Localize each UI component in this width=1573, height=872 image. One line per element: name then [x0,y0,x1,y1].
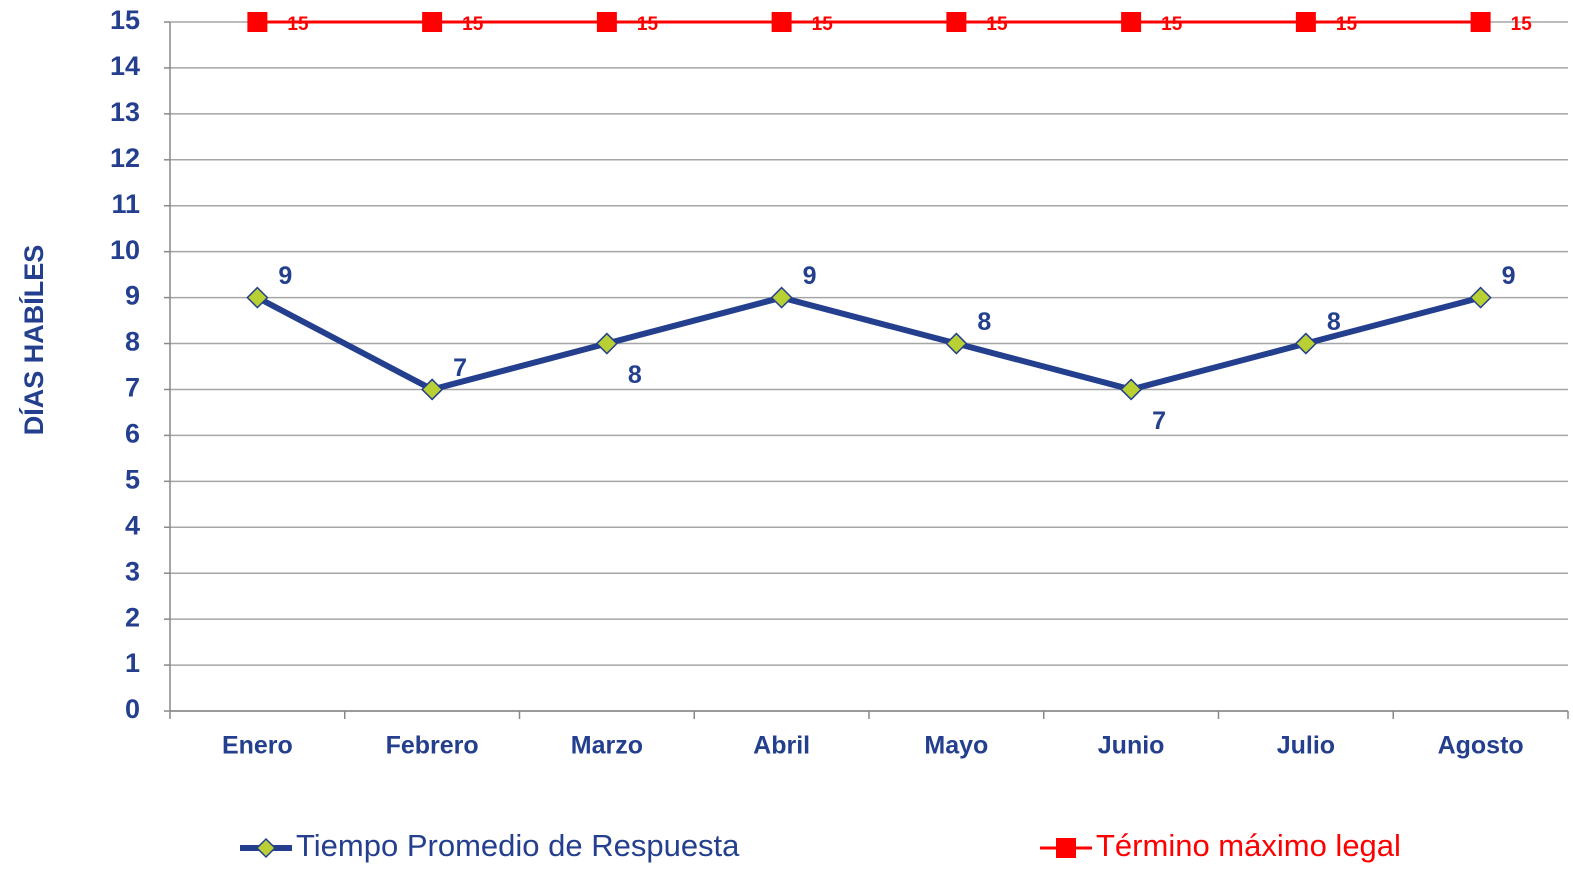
data-label: 7 [1152,407,1166,435]
y-tick-label: 7 [125,373,140,403]
marker [1295,12,1316,32]
marker [1470,12,1491,32]
legend-marker [1056,838,1076,858]
data-label: 15 [637,14,659,35]
data-label: 15 [287,14,309,35]
marker [422,12,443,32]
y-tick-label: 10 [110,235,140,265]
marker [946,12,967,32]
y-tick-label: 6 [125,419,140,449]
marker [1121,12,1142,32]
legend-label: Tiempo Promedio de Respuesta [296,828,740,863]
data-label: 8 [628,361,642,389]
x-tick-label: Mayo [924,732,988,760]
data-label: 8 [1327,308,1341,336]
data-label: 15 [1161,14,1183,35]
data-label: 7 [453,354,467,382]
y-axis-label: DÍAS HABÍLES [18,245,49,436]
marker [596,12,617,32]
marker [770,286,793,309]
y-tick-label: 13 [110,97,140,127]
y-tick-label: 11 [111,189,140,219]
x-tick-label: Junio [1098,732,1165,760]
marker [771,12,792,32]
data-label: 15 [812,14,834,35]
y-tick-label: 1 [125,648,140,678]
data-label: 15 [1336,14,1358,35]
marker [1120,378,1143,401]
y-tick-label: 3 [125,556,140,586]
y-tick-label: 5 [125,464,140,494]
series-line [255,294,1482,393]
y-tick-label: 12 [110,143,140,173]
marker [1294,332,1317,355]
y-tick-label: 0 [125,694,140,724]
x-tick-label: Agosto [1438,732,1524,760]
x-tick-label: Enero [222,732,293,760]
marker [945,332,968,355]
x-tick-label: Marzo [571,732,643,760]
y-tick-label: 2 [125,602,140,632]
data-label: 8 [977,308,991,336]
data-label: 15 [462,14,484,35]
marker [247,12,268,32]
y-tick-label: 8 [125,327,140,357]
x-tick-label: Febrero [386,732,479,760]
y-tick-label: 9 [125,281,140,311]
marker [1469,286,1492,309]
data-label: 15 [1511,14,1533,35]
data-label: 9 [278,262,292,290]
x-tick-label: Julio [1277,732,1335,760]
data-label: 9 [803,262,817,290]
y-tick-label: 14 [110,51,140,81]
x-tick-label: Abril [753,732,810,760]
legend-marker [255,837,277,859]
y-tick-label: 4 [125,510,140,540]
y-tick-label: 15 [110,5,140,35]
marker [421,378,444,401]
data-label: 9 [1502,262,1516,290]
marker [595,332,618,355]
marker [246,286,269,309]
data-label: 15 [986,14,1008,35]
legend-label: Término máximo legal [1096,828,1401,863]
